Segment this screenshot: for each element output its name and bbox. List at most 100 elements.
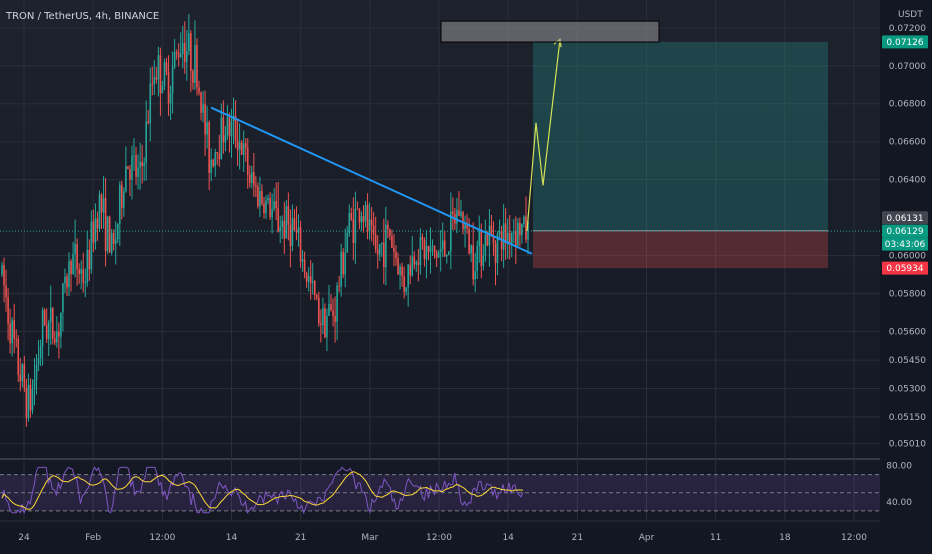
candle-body[interactable] xyxy=(474,271,476,280)
price-axis[interactable] xyxy=(880,0,932,550)
candle-body[interactable] xyxy=(56,331,58,343)
candle-body[interactable] xyxy=(7,297,9,324)
candle-body[interactable] xyxy=(332,310,334,316)
candle-body[interactable] xyxy=(72,253,74,275)
candle-body[interactable] xyxy=(214,152,217,167)
candle-body[interactable] xyxy=(149,83,152,124)
candle-body[interactable] xyxy=(202,104,204,113)
candle-body[interactable] xyxy=(3,265,5,286)
candle-body[interactable] xyxy=(13,320,15,339)
candle-body[interactable] xyxy=(456,210,458,224)
candle-body[interactable] xyxy=(519,222,521,236)
candle-body[interactable] xyxy=(92,221,95,243)
candle-body[interactable] xyxy=(525,216,527,240)
candle-body[interactable] xyxy=(330,304,332,311)
candle-body[interactable] xyxy=(498,231,501,234)
candle-body[interactable] xyxy=(352,219,355,243)
candle-body[interactable] xyxy=(192,71,194,83)
candle-body[interactable] xyxy=(311,281,314,283)
candle-body[interactable] xyxy=(527,220,529,240)
candle-body[interactable] xyxy=(259,191,261,207)
candle-body[interactable] xyxy=(437,251,440,258)
candle-body[interactable] xyxy=(188,33,190,51)
candle-body[interactable] xyxy=(346,232,349,253)
candle-body[interactable] xyxy=(131,155,133,180)
candle-body[interactable] xyxy=(228,117,231,137)
candle-body[interactable] xyxy=(163,62,166,86)
candle-body[interactable] xyxy=(70,261,72,275)
candle-body[interactable] xyxy=(411,256,414,276)
candle-body[interactable] xyxy=(76,244,78,270)
candle-body[interactable] xyxy=(405,287,407,292)
candle-body[interactable] xyxy=(218,153,221,160)
candle-body[interactable] xyxy=(318,297,320,324)
candle-body[interactable] xyxy=(94,218,97,243)
candle-body[interactable] xyxy=(90,221,93,270)
candle-body[interactable] xyxy=(433,245,436,253)
candle-body[interactable] xyxy=(98,194,101,229)
candle-body[interactable] xyxy=(423,239,426,260)
candle-body[interactable] xyxy=(31,389,34,411)
candle-body[interactable] xyxy=(127,166,129,170)
candle-body[interactable] xyxy=(250,172,253,183)
candle-body[interactable] xyxy=(326,315,328,338)
candle-body[interactable] xyxy=(417,262,420,265)
candle-body[interactable] xyxy=(401,266,403,277)
candle-body[interactable] xyxy=(358,208,361,223)
candle-body[interactable] xyxy=(23,364,26,389)
candle-body[interactable] xyxy=(19,374,22,382)
candle-body[interactable] xyxy=(143,163,145,167)
candle-body[interactable] xyxy=(336,285,338,322)
candle-body[interactable] xyxy=(15,338,18,340)
candle-body[interactable] xyxy=(431,245,434,247)
candle-body[interactable] xyxy=(267,197,269,201)
profit-zone[interactable] xyxy=(533,41,828,231)
candle-body[interactable] xyxy=(397,257,399,275)
candle-body[interactable] xyxy=(147,121,150,124)
candle-body[interactable] xyxy=(173,52,176,67)
candle-body[interactable] xyxy=(47,322,50,340)
candle-body[interactable] xyxy=(504,223,507,243)
candle-body[interactable] xyxy=(41,309,44,347)
candle-body[interactable] xyxy=(425,245,428,260)
candle-body[interactable] xyxy=(204,104,206,135)
candle-body[interactable] xyxy=(403,276,405,292)
candle-body[interactable] xyxy=(27,384,30,419)
candle-body[interactable] xyxy=(439,248,442,252)
candle-body[interactable] xyxy=(295,230,298,233)
candle-body[interactable] xyxy=(443,240,446,257)
candle-body[interactable] xyxy=(291,218,294,246)
candle-body[interactable] xyxy=(470,245,472,254)
candle-body[interactable] xyxy=(466,224,468,229)
candle-body[interactable] xyxy=(476,245,479,272)
candle-body[interactable] xyxy=(313,281,316,295)
candle-body[interactable] xyxy=(447,251,450,255)
candle-body[interactable] xyxy=(380,242,383,245)
candle-body[interactable] xyxy=(472,245,474,280)
candle-body[interactable] xyxy=(11,320,13,344)
candle-body[interactable] xyxy=(515,231,517,246)
candle-body[interactable] xyxy=(315,294,318,298)
candle-body[interactable] xyxy=(502,223,505,250)
candle-body[interactable] xyxy=(238,142,241,150)
candle-body[interactable] xyxy=(240,142,243,155)
candle-body[interactable] xyxy=(441,240,444,249)
candle-body[interactable] xyxy=(348,212,351,233)
candle-body[interactable] xyxy=(190,33,192,72)
candle-body[interactable] xyxy=(183,43,186,62)
candle-body[interactable] xyxy=(74,244,76,254)
candle-body[interactable] xyxy=(299,227,302,262)
candle-body[interactable] xyxy=(62,283,64,313)
projection-path[interactable] xyxy=(526,39,561,231)
candle-body[interactable] xyxy=(118,184,121,225)
candle-body[interactable] xyxy=(246,147,249,176)
candle-body[interactable] xyxy=(482,255,485,266)
candle-body[interactable] xyxy=(480,230,483,266)
candle-body[interactable] xyxy=(452,211,454,214)
candle-body[interactable] xyxy=(273,201,275,209)
candle-body[interactable] xyxy=(145,121,147,164)
candle-body[interactable] xyxy=(106,216,109,251)
candle-body[interactable] xyxy=(60,312,62,337)
candle-body[interactable] xyxy=(171,66,174,94)
candle-body[interactable] xyxy=(135,155,137,177)
